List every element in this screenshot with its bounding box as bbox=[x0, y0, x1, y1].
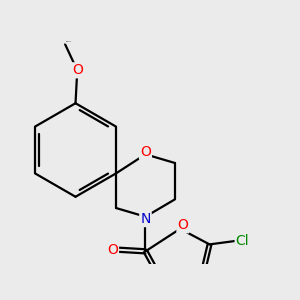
Text: methoxy: methoxy bbox=[65, 40, 72, 41]
Text: O: O bbox=[72, 63, 83, 77]
Text: methoxy: methoxy bbox=[56, 39, 63, 40]
Text: O: O bbox=[177, 218, 188, 232]
Text: O: O bbox=[107, 243, 118, 256]
Text: O: O bbox=[140, 145, 151, 159]
Text: N: N bbox=[140, 212, 151, 226]
Text: Cl: Cl bbox=[236, 234, 249, 248]
Text: methoxy: methoxy bbox=[65, 43, 71, 44]
